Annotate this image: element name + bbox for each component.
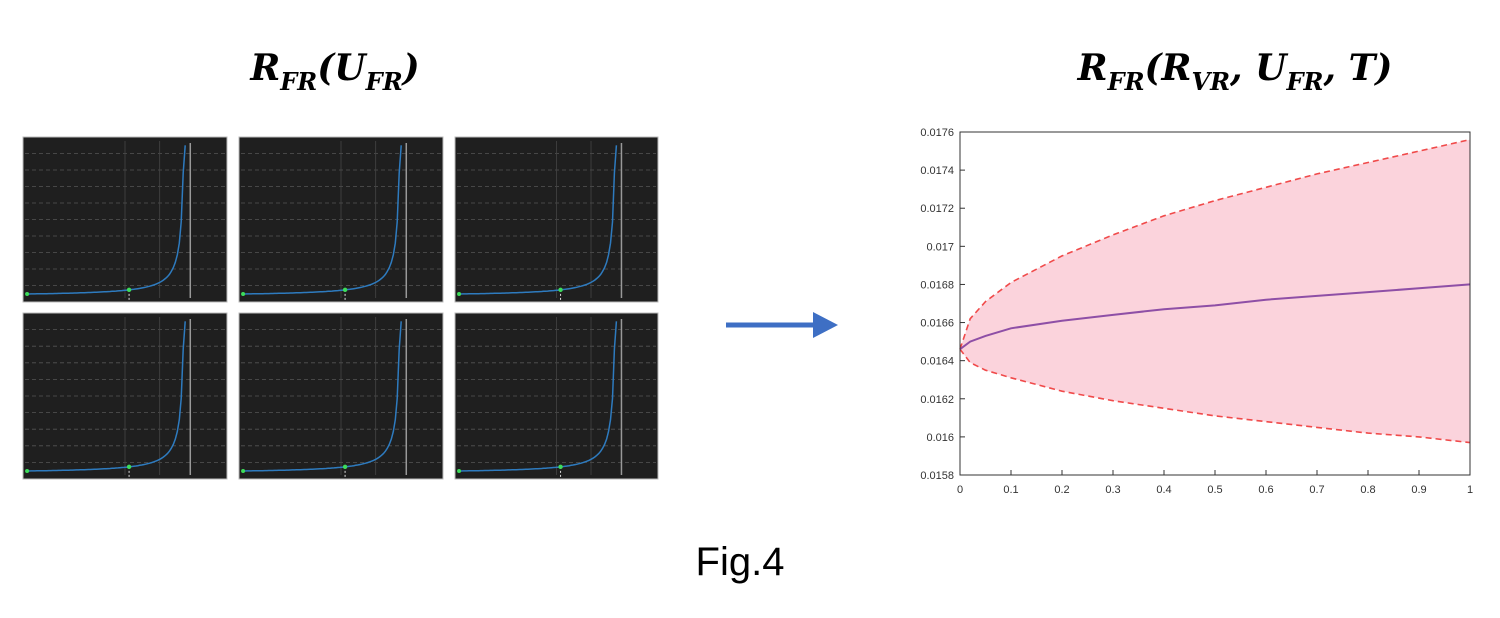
x-tick-label: 0.2 xyxy=(1054,484,1069,496)
x-tick-label: 0.6 xyxy=(1258,484,1273,496)
x-tick-label: 0.3 xyxy=(1105,484,1120,496)
panel-marker xyxy=(342,464,348,470)
title-part: (R xyxy=(1145,47,1192,89)
y-tick-label: 0.0166 xyxy=(920,318,954,330)
arrow-head xyxy=(813,312,838,338)
panel-curve xyxy=(243,321,402,472)
title-part: , T) xyxy=(1323,47,1393,89)
panel-marker xyxy=(241,292,246,296)
caption: Fig.4 xyxy=(696,540,785,584)
panel-curve xyxy=(459,321,618,472)
title-subscript: FR xyxy=(279,67,317,96)
x-tick-label: 1 xyxy=(1467,484,1473,496)
chart-title: RFR​(RVR​, UFR​, T) xyxy=(1077,47,1393,96)
panel-marker xyxy=(25,292,30,296)
panel-marker xyxy=(558,287,563,293)
y-tick-label: 0.0172 xyxy=(920,203,954,215)
title-part: ) xyxy=(401,47,420,89)
arrow xyxy=(726,312,838,338)
panel-marker xyxy=(126,287,132,293)
x-tick-label: 0 xyxy=(957,484,963,496)
x-tick-label: 0.7 xyxy=(1309,484,1324,496)
band-fill xyxy=(960,139,1470,443)
x-tick-label: 0.5 xyxy=(1207,484,1222,496)
title-subscript: FR xyxy=(365,67,403,96)
left-title: RFR​(UFR​) xyxy=(249,47,419,96)
panel-marker xyxy=(241,469,246,473)
y-tick-label: 0.0174 xyxy=(920,165,954,177)
panel-marker xyxy=(25,469,30,473)
title-part: R xyxy=(1077,47,1108,89)
y-tick-label: 0.017 xyxy=(926,241,954,253)
series-line xyxy=(959,348,1471,444)
panel-marker xyxy=(558,464,563,470)
panel-marker xyxy=(342,287,348,293)
y-tick-label: 0.0168 xyxy=(920,279,954,291)
y-tick-label: 0.016 xyxy=(926,432,954,444)
series-line xyxy=(959,283,1471,351)
panel-curve xyxy=(459,145,618,295)
title-subscript: FR xyxy=(1286,67,1324,96)
panel-marker xyxy=(457,292,462,296)
x-tick-label: 0.1 xyxy=(1003,484,1018,496)
title-part: R xyxy=(249,47,280,89)
title-subscript: VR xyxy=(1191,67,1230,96)
y-tick-label: 0.0164 xyxy=(920,356,954,368)
x-tick-label: 0.9 xyxy=(1411,484,1426,496)
title-subscript: FR xyxy=(1107,67,1145,96)
y-tick-label: 0.0158 xyxy=(920,470,954,482)
x-tick-label: 0.8 xyxy=(1360,484,1375,496)
title-part: (U xyxy=(317,47,368,89)
panel-marker xyxy=(457,469,462,473)
x-tick-label: 0.4 xyxy=(1156,484,1171,496)
series-line xyxy=(959,138,1471,350)
y-tick-label: 0.0162 xyxy=(920,394,954,406)
panel-curve xyxy=(27,321,186,472)
panel-curve xyxy=(27,145,186,295)
panel-marker xyxy=(126,464,132,470)
y-tick-label: 0.0176 xyxy=(920,127,954,139)
title-part: , U xyxy=(1229,47,1289,89)
panel-curve xyxy=(243,145,402,295)
